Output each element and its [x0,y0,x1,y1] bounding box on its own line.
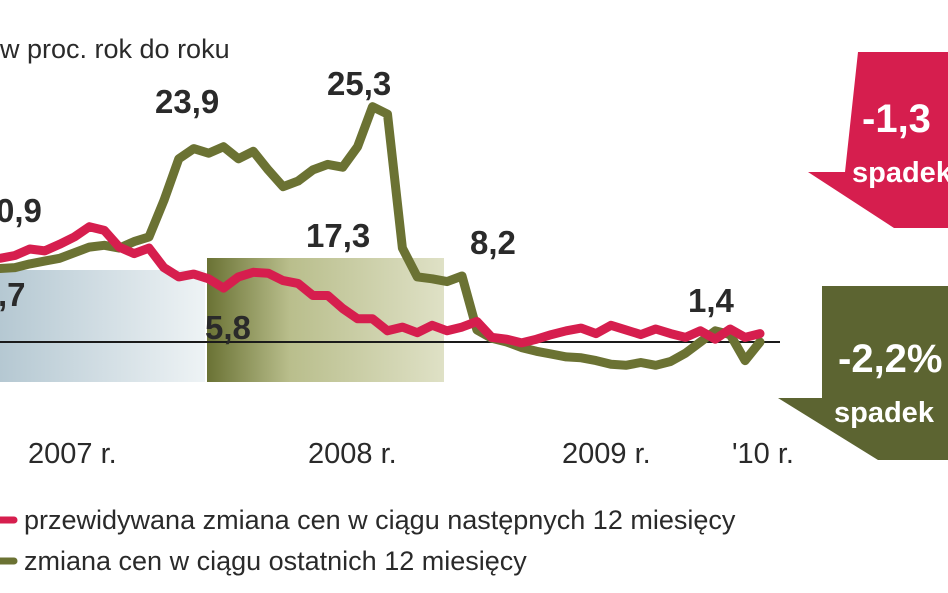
legend-label-last: zmiana cen w ciągu ostatnich 12 miesięcy [24,546,527,576]
callout-arrow-olive: -2,2% spadek [778,286,948,460]
series-line-expected-12-months [0,222,765,348]
legend: przewidywana zmiana cen w ciągu następny… [0,505,736,576]
data-label-2: 23,9 [155,83,219,120]
data-label-6: 5,8 [205,309,251,346]
data-label-7: 1,4 [688,282,735,319]
data-label-3: 25,3 [327,65,391,102]
callout-arrow-red: -1,3 spadek [808,52,948,228]
data-label-1: ,7 [0,276,26,313]
unit-label: w proc. rok do roku [0,34,230,64]
highlight-band-blue [0,270,205,382]
data-label-5: 8,2 [470,224,516,261]
callout-red-value: -1,3 [862,97,931,141]
callout-olive-word: spadek [834,397,935,429]
callout-red-word: spadek [852,157,948,189]
x-tick-label-2009: 2009 r. [562,438,651,470]
data-label-4: 17,3 [306,217,370,254]
callout-arrow-red-shape [808,52,948,228]
legend-label-expected: przewidywana zmiana cen w ciągu następny… [24,505,736,535]
x-tick-label-2007: 2007 r. [28,438,117,470]
x-tick-label-2010: '10 r. [732,438,794,470]
series-line-last-12-months [0,102,765,370]
callout-arrow-olive-shape [778,286,948,460]
x-tick-label-2008: 2008 r. [308,438,397,470]
data-label-0: 0,9 [0,192,42,229]
callout-olive-value: -2,2% [838,337,943,381]
